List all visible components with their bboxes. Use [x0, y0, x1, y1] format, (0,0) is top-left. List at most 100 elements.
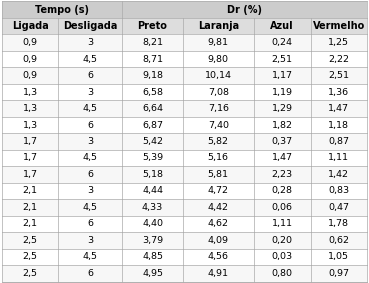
Bar	[123, 216, 183, 232]
Text: 2,5: 2,5	[23, 252, 38, 261]
Text: 5,42: 5,42	[142, 137, 163, 146]
Bar	[311, 133, 367, 150]
Text: 2,51: 2,51	[328, 71, 349, 80]
Text: 1,47: 1,47	[328, 104, 349, 113]
Bar	[311, 232, 367, 249]
Bar	[123, 84, 183, 100]
Text: 3: 3	[87, 236, 93, 245]
Text: 4,91: 4,91	[208, 269, 229, 278]
Bar	[183, 166, 254, 183]
Bar	[311, 216, 367, 232]
Text: 0,80: 0,80	[272, 269, 293, 278]
Text: 8,71: 8,71	[142, 55, 163, 64]
Text: 1,7: 1,7	[23, 153, 38, 162]
Bar	[183, 18, 254, 34]
Bar	[311, 18, 367, 34]
Bar	[2, 84, 58, 100]
Text: 0,9: 0,9	[23, 38, 38, 47]
Text: 9,81: 9,81	[208, 38, 229, 47]
Text: 0,87: 0,87	[328, 137, 349, 146]
Text: 0,62: 0,62	[328, 236, 349, 245]
Text: 9,80: 9,80	[208, 55, 229, 64]
Text: 1,25: 1,25	[328, 38, 349, 47]
Bar	[123, 34, 183, 51]
Bar	[58, 265, 123, 282]
Bar	[123, 67, 183, 84]
Text: Laranja: Laranja	[198, 21, 239, 31]
Text: 1,7: 1,7	[23, 137, 38, 146]
Text: 4,33: 4,33	[142, 203, 163, 212]
Bar	[311, 265, 367, 282]
Bar	[183, 84, 254, 100]
Text: 7,40: 7,40	[208, 121, 229, 130]
Bar	[254, 265, 311, 282]
Bar	[254, 84, 311, 100]
Text: 4,56: 4,56	[208, 252, 229, 261]
Bar	[2, 51, 58, 67]
Text: 1,11: 1,11	[328, 153, 349, 162]
Text: 0,24: 0,24	[272, 38, 293, 47]
Text: 6: 6	[87, 269, 93, 278]
Text: Desligada: Desligada	[63, 21, 118, 31]
Text: 4,85: 4,85	[142, 252, 163, 261]
Bar	[2, 232, 58, 249]
Text: 4,5: 4,5	[83, 203, 98, 212]
Bar	[311, 34, 367, 51]
Bar	[254, 150, 311, 166]
Bar	[58, 67, 123, 84]
Bar	[254, 34, 311, 51]
Text: 0,97: 0,97	[328, 269, 349, 278]
Text: 5,18: 5,18	[142, 170, 163, 179]
Text: 6,87: 6,87	[142, 121, 163, 130]
Bar	[254, 199, 311, 216]
Bar	[58, 150, 123, 166]
Bar	[2, 265, 58, 282]
Bar	[183, 216, 254, 232]
Text: 4,72: 4,72	[208, 186, 229, 196]
Text: 0,9: 0,9	[23, 71, 38, 80]
Bar	[123, 199, 183, 216]
Text: 0,28: 0,28	[272, 186, 293, 196]
Bar	[254, 18, 311, 34]
Text: 5,81: 5,81	[208, 170, 229, 179]
Text: 1,47: 1,47	[272, 153, 293, 162]
Bar	[2, 117, 58, 133]
Bar	[2, 18, 58, 34]
Text: 4,42: 4,42	[208, 203, 229, 212]
Bar	[254, 67, 311, 84]
Text: 7,08: 7,08	[208, 87, 229, 97]
Text: 3: 3	[87, 137, 93, 146]
Text: 7,16: 7,16	[208, 104, 229, 113]
Bar	[123, 183, 183, 199]
Text: 0,20: 0,20	[272, 236, 293, 245]
Bar	[2, 67, 58, 84]
Bar	[123, 150, 183, 166]
Text: 1,3: 1,3	[23, 121, 38, 130]
Text: Dr (%): Dr (%)	[227, 5, 262, 15]
Bar	[123, 1, 367, 18]
Bar	[183, 117, 254, 133]
Bar	[58, 166, 123, 183]
Text: 0,06: 0,06	[272, 203, 293, 212]
Bar	[2, 34, 58, 51]
Bar	[183, 51, 254, 67]
Bar	[2, 249, 58, 265]
Text: 3: 3	[87, 87, 93, 97]
Bar	[254, 117, 311, 133]
Bar	[183, 232, 254, 249]
Bar	[183, 100, 254, 117]
Text: 1,19: 1,19	[272, 87, 293, 97]
Text: 2,1: 2,1	[23, 186, 38, 196]
Text: 3: 3	[87, 186, 93, 196]
Bar	[58, 117, 123, 133]
Bar	[183, 183, 254, 199]
Text: 5,16: 5,16	[208, 153, 229, 162]
Text: 2,1: 2,1	[23, 203, 38, 212]
Bar	[2, 183, 58, 199]
Bar	[311, 100, 367, 117]
Text: 3: 3	[87, 38, 93, 47]
Bar	[58, 34, 123, 51]
Text: 1,78: 1,78	[328, 219, 349, 228]
Bar	[183, 133, 254, 150]
Bar	[183, 199, 254, 216]
